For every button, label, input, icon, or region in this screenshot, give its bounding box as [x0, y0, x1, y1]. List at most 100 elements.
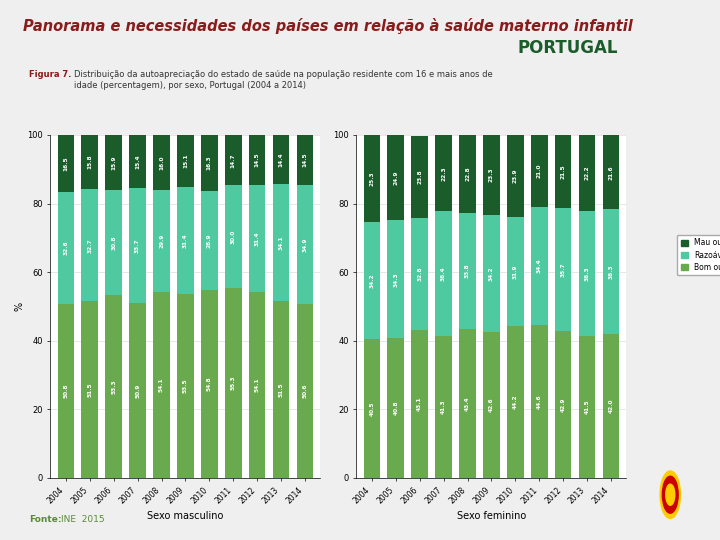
- Text: 43.1: 43.1: [417, 397, 422, 411]
- Text: 43.4: 43.4: [465, 396, 470, 411]
- Text: 41.3: 41.3: [441, 400, 446, 414]
- Bar: [554, 208, 572, 331]
- Text: 16.3: 16.3: [207, 156, 212, 170]
- Bar: [436, 135, 452, 212]
- Bar: [273, 301, 289, 478]
- Text: 34.1: 34.1: [279, 235, 284, 250]
- Text: 23.9: 23.9: [513, 168, 518, 183]
- Text: 15.1: 15.1: [183, 153, 188, 168]
- Text: 16.5: 16.5: [63, 156, 68, 171]
- Bar: [554, 331, 572, 478]
- Bar: [387, 338, 404, 478]
- Bar: [531, 135, 547, 207]
- Text: 36.3: 36.3: [608, 265, 613, 279]
- Bar: [411, 330, 428, 478]
- Text: 24.9: 24.9: [393, 171, 398, 185]
- Text: 36.3: 36.3: [585, 266, 590, 281]
- Text: 51.5: 51.5: [87, 382, 92, 397]
- Bar: [81, 189, 98, 301]
- Bar: [387, 220, 404, 338]
- Text: 50.9: 50.9: [135, 383, 140, 398]
- Bar: [248, 185, 266, 292]
- Text: 16.0: 16.0: [159, 155, 164, 170]
- Bar: [225, 185, 241, 288]
- Text: 40.5: 40.5: [369, 401, 374, 416]
- Text: 50.8: 50.8: [63, 383, 68, 398]
- Bar: [225, 288, 241, 478]
- Y-axis label: %: %: [14, 302, 24, 311]
- Text: 55.3: 55.3: [230, 376, 235, 390]
- Text: 31.4: 31.4: [183, 233, 188, 248]
- Bar: [105, 190, 122, 295]
- Text: 34.3: 34.3: [393, 272, 398, 287]
- Bar: [297, 185, 313, 305]
- Bar: [248, 135, 266, 185]
- Text: 53.5: 53.5: [183, 379, 188, 394]
- Text: 32.7: 32.7: [87, 238, 92, 253]
- Bar: [459, 329, 476, 478]
- Text: 44.2: 44.2: [513, 395, 518, 409]
- Text: 53.3: 53.3: [111, 379, 116, 394]
- Text: Fonte:: Fonte:: [29, 515, 61, 524]
- Bar: [105, 135, 122, 190]
- Bar: [531, 207, 547, 325]
- Bar: [153, 135, 170, 190]
- Text: 54.1: 54.1: [255, 378, 260, 393]
- Bar: [153, 292, 170, 478]
- Text: 31.4: 31.4: [255, 231, 260, 246]
- Bar: [411, 218, 428, 330]
- Bar: [201, 135, 217, 191]
- Text: 34.2: 34.2: [369, 273, 374, 288]
- Text: 34.9: 34.9: [302, 237, 307, 252]
- Bar: [387, 135, 404, 220]
- Text: 14.5: 14.5: [255, 152, 260, 167]
- Text: 50.6: 50.6: [302, 384, 307, 399]
- Bar: [579, 135, 595, 211]
- Text: 33.7: 33.7: [135, 238, 140, 253]
- Bar: [248, 292, 266, 478]
- X-axis label: Sexo feminino: Sexo feminino: [456, 511, 526, 521]
- Bar: [58, 303, 74, 478]
- Bar: [603, 334, 619, 478]
- Bar: [177, 135, 194, 187]
- Circle shape: [662, 476, 678, 513]
- Bar: [177, 294, 194, 478]
- Text: 30.8: 30.8: [111, 235, 116, 249]
- Bar: [483, 214, 500, 332]
- Text: 42.9: 42.9: [561, 397, 566, 411]
- Bar: [579, 335, 595, 478]
- Bar: [603, 210, 619, 334]
- Text: 21.5: 21.5: [561, 164, 566, 179]
- Bar: [459, 135, 476, 213]
- Bar: [297, 135, 313, 185]
- Bar: [411, 136, 428, 218]
- Text: 31.9: 31.9: [513, 265, 518, 279]
- Text: 33.8: 33.8: [465, 264, 470, 279]
- Bar: [507, 217, 523, 326]
- Bar: [483, 134, 500, 214]
- Text: 28.9: 28.9: [207, 233, 212, 248]
- Text: 29.9: 29.9: [159, 234, 164, 248]
- Bar: [58, 192, 74, 303]
- Text: 42.6: 42.6: [489, 397, 494, 412]
- Bar: [554, 134, 572, 208]
- X-axis label: Sexo masculino: Sexo masculino: [147, 511, 224, 521]
- Bar: [579, 211, 595, 335]
- Text: 14.4: 14.4: [279, 152, 284, 167]
- Text: Distribuição da autoapreciação do estado de saúde na população residente com 16 : Distribuição da autoapreciação do estado…: [73, 70, 492, 90]
- Bar: [130, 135, 146, 188]
- Text: 22.2: 22.2: [585, 166, 590, 180]
- Text: 15.9: 15.9: [111, 155, 116, 170]
- Bar: [364, 135, 380, 222]
- Bar: [483, 332, 500, 478]
- Text: 22.3: 22.3: [441, 166, 446, 180]
- Text: 21.0: 21.0: [536, 164, 541, 178]
- Legend: Mau ou muito mau, Razoável, Bom ou muito bom: Mau ou muito mau, Razoável, Bom ou muito…: [677, 235, 720, 275]
- Bar: [603, 136, 619, 210]
- Bar: [459, 213, 476, 329]
- Bar: [297, 305, 313, 478]
- Bar: [507, 326, 523, 478]
- Text: 36.4: 36.4: [441, 267, 446, 281]
- Bar: [58, 136, 74, 192]
- Text: 42.0: 42.0: [608, 399, 613, 413]
